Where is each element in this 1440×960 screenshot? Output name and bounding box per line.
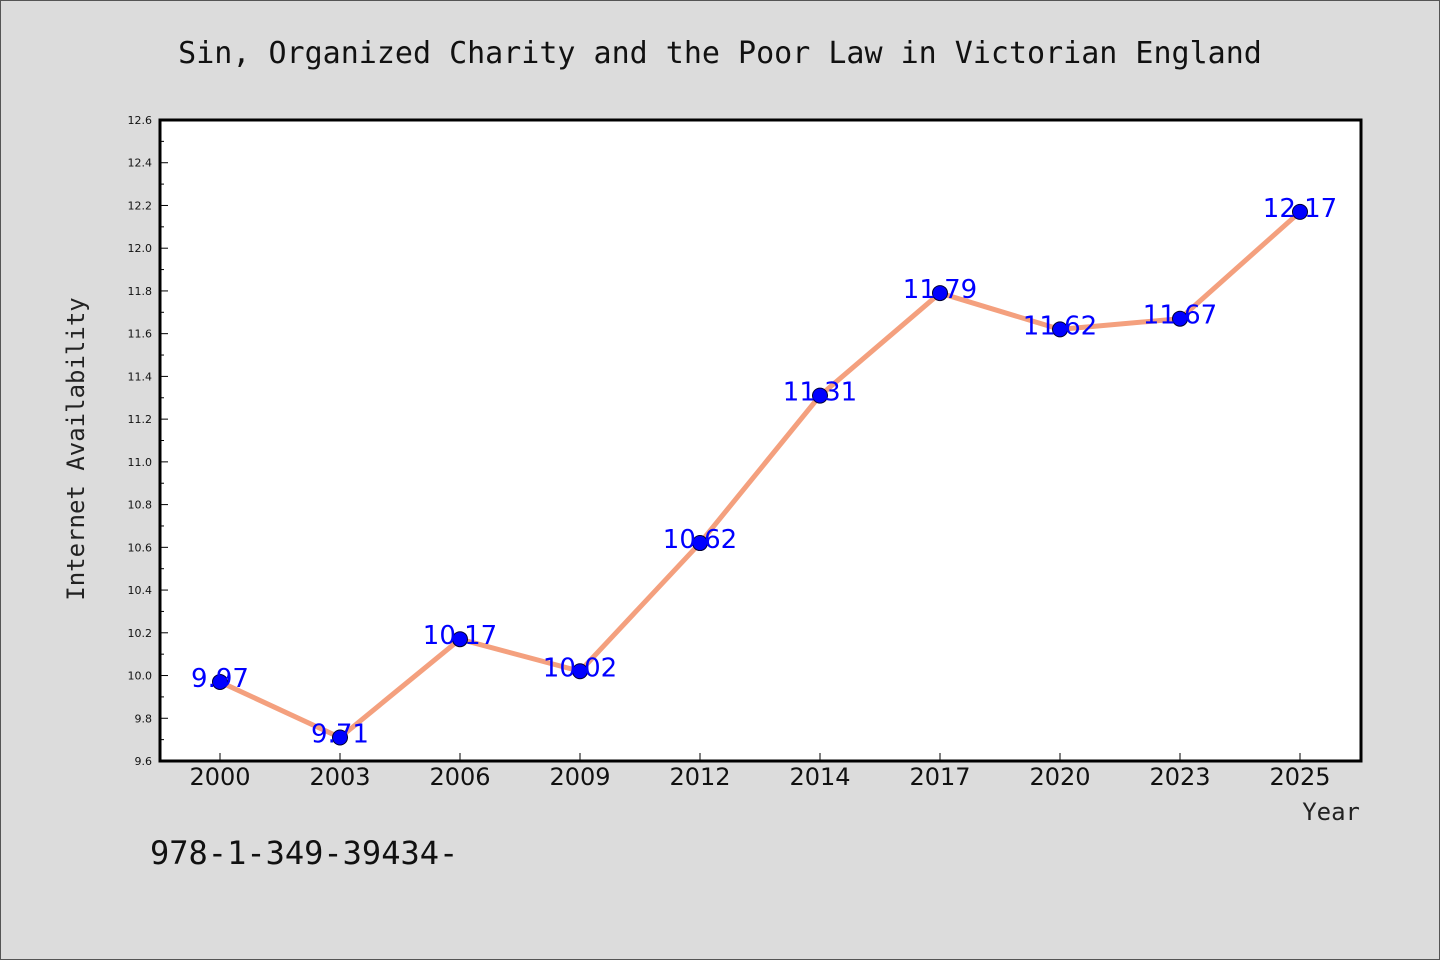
data-point [572,663,588,680]
y-tick-label: 12.0 [128,242,153,255]
x-tick-label: 2006 [429,763,490,791]
chart-title: Sin, Organized Charity and the Poor Law … [178,36,1262,71]
data-label: 11.67 [1143,301,1217,331]
x-axis: 2000 2003 2006 2009 2012 2014 2017 2020 2023 2025 [189,753,1331,791]
x-tick-label: 2014 [789,763,850,791]
data-point [1292,203,1308,220]
y-tick-label: 12.2 [128,199,153,212]
plot-area [158,118,1363,763]
data-label: 11.62 [1023,311,1097,341]
y-tick-label: 10.4 [128,584,153,597]
data-point [452,631,468,648]
data-point [692,535,708,552]
data-label: 11.31 [783,378,857,408]
data-point [1172,310,1188,327]
y-tick-label: 12.4 [128,157,153,170]
x-tick-label: 2023 [1149,763,1210,791]
x-tick-label: 2017 [909,763,970,791]
data-label: 12.17 [1263,194,1337,224]
x-tick-label: 2020 [1029,763,1090,791]
y-tick-label: 11.0 [128,456,153,469]
y-axis-label: Internet Availability [62,297,90,600]
data-labels: 9.97 9.71 10.17 10.02 10.62 11.31 11.79 11.62 11… [191,194,1337,750]
y-tick-label: 10.2 [128,627,153,640]
y-tick-label: 11.8 [128,285,153,298]
y-tick-label: 10.6 [128,541,153,554]
series-line [218,210,1302,740]
y-tick-label: 10.8 [128,499,153,512]
isbn-text: 978-1-349-39434- [150,834,458,872]
x-tick-label: 2003 [309,763,370,791]
data-label: 9.97 [191,664,249,694]
x-tick-label: 2012 [669,763,730,791]
data-point [332,729,348,746]
data-point [212,673,228,690]
y-tick-label: 11.4 [128,370,153,383]
data-point [812,387,828,404]
data-point [1052,321,1068,338]
data-label: 10.17 [423,621,497,651]
data-label: 10.02 [543,653,617,683]
y-tick-label: 10.0 [128,670,153,683]
x-tick-label: 2009 [549,763,610,791]
y-tick-label: 11.6 [128,328,153,341]
y-tick-label: 11.2 [128,413,153,426]
data-point [932,285,948,302]
data-label: 11.79 [903,275,977,305]
y-axis: 9.6 9.8 10.0 10.2 10.4 10.6 10.8 11.0 11.2 11.4 11… [128,114,168,768]
data-markers [212,203,1308,746]
x-axis-label: Year [1302,798,1360,826]
x-tick-label: 2000 [189,763,250,791]
y-tick-label: 9.8 [135,712,153,725]
data-label: 10.62 [663,525,737,555]
y-tick-label: 12.6 [128,114,153,127]
data-label: 9.71 [311,719,369,749]
x-tick-label: 2025 [1269,763,1330,791]
y-tick-label: 9.6 [135,755,153,768]
